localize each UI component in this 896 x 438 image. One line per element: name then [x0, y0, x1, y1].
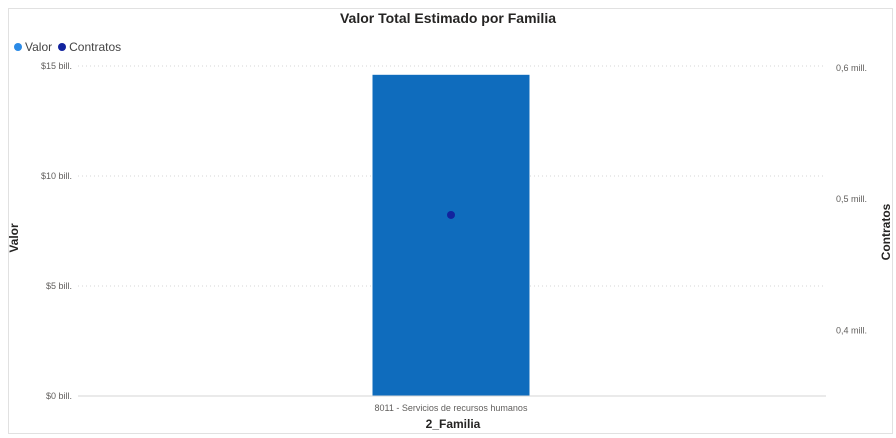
- legend-valor-label: Valor: [25, 40, 53, 54]
- chart-title: Valor Total Estimado por Familia: [339, 10, 556, 26]
- legend-valor-marker: [14, 43, 22, 51]
- legend[interactable]: Valor Contratos: [14, 40, 121, 54]
- legend-item-valor[interactable]: Valor: [14, 40, 52, 54]
- y-tick-label-2: $10 bill.: [41, 171, 72, 181]
- y-tick-label-1: $5 bill.: [46, 281, 72, 291]
- y2-tick-label-2: 0,6 mill.: [836, 63, 867, 73]
- y2-tick-label-1: 0,5 mill.: [836, 194, 867, 204]
- x-axis-title: 2_Familia: [425, 417, 481, 431]
- y-tick-label-0: $0 bill.: [46, 391, 72, 401]
- legend-item-contratos[interactable]: Contratos: [58, 40, 121, 54]
- bar-valor-0: [372, 74, 530, 397]
- point-contratos-0: [447, 210, 455, 219]
- x-tick-label-0: 8011 - Servicios de recursos humanos: [375, 403, 528, 413]
- y2-tick-label-0: 0,4 mill.: [836, 325, 867, 335]
- legend-contratos-marker: [58, 43, 67, 51]
- legend-contratos-label: Contratos: [69, 40, 122, 54]
- y-tick-label-3: $15 bill.: [41, 61, 72, 71]
